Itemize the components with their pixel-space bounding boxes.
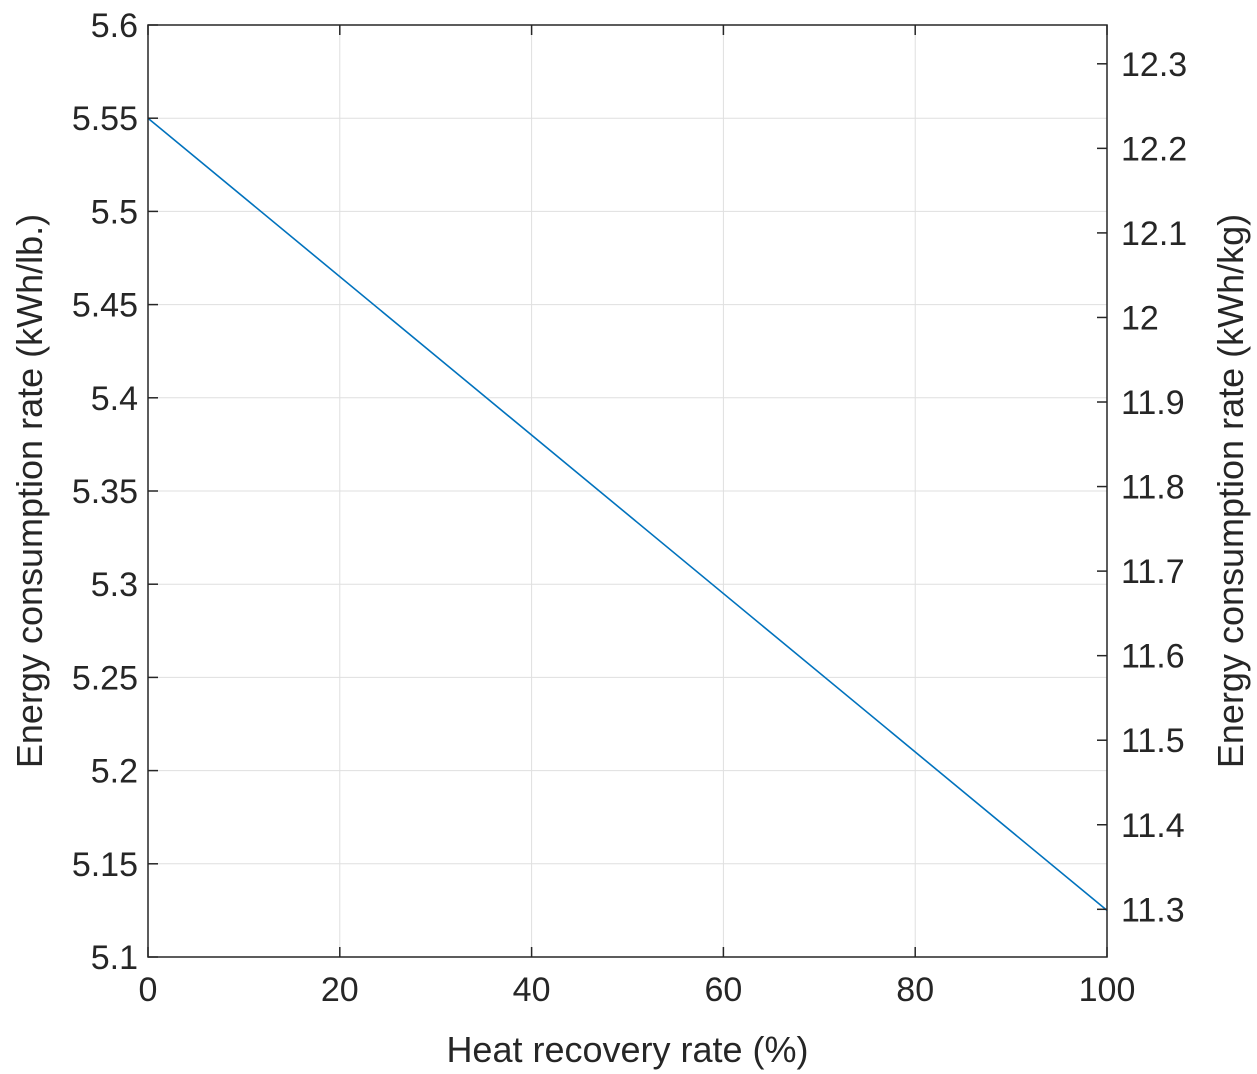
x-tick-label: 20 (321, 971, 359, 1009)
y2-tick-label: 11.6 (1121, 638, 1185, 676)
y-tick-label: 5.45 (72, 287, 138, 325)
y-axis-title-left: Energy consumption rate (kWh/lb.) (9, 214, 50, 768)
series-layer (147, 117, 1108, 912)
y-axis-right: 11.3 11.4 11.5 11.6 11.7 11.8 11.9 12 12.1 12.2 12… (1097, 46, 1187, 929)
y-tick-label: 5.3 (91, 566, 138, 604)
y-tick-label: 5.25 (72, 659, 138, 697)
y-tick-label: 5.15 (72, 846, 138, 884)
y-tick-label: 5.2 (91, 753, 138, 791)
y-axis-left: 5.1 5.15 5.2 5.25 5.3 5.35 5.4 5.45 5.5 5.55 5.6 (72, 7, 158, 977)
y-tick-label: 5.1 (91, 939, 138, 977)
y-tick-label: 5.4 (91, 380, 138, 418)
y2-tick-label: 11.4 (1121, 807, 1185, 845)
x-axis-title: Heat recovery rate (%) (446, 1029, 808, 1070)
series-line (147, 117, 1108, 912)
x-tick-label: 0 (139, 971, 158, 1009)
x-tick-label: 40 (513, 971, 551, 1009)
x-tick-label: 100 (1079, 971, 1136, 1009)
y2-tick-label: 12.1 (1121, 215, 1187, 253)
y2-tick-label: 12.3 (1121, 46, 1187, 84)
y-tick-label: 5.5 (91, 193, 138, 231)
x-tick-label: 60 (704, 971, 742, 1009)
x-axis: 0 20 40 60 80 100 (139, 25, 1136, 1009)
y2-tick-label: 11.9 (1121, 384, 1185, 422)
y2-tick-label: 12 (1121, 299, 1159, 337)
y2-tick-label: 12.2 (1121, 130, 1187, 168)
y2-tick-label: 11.8 (1121, 469, 1185, 507)
y2-tick-label: 11.5 (1121, 722, 1185, 760)
grid-lines (147, 24, 1108, 958)
y-tick-label: 5.55 (72, 100, 138, 138)
y-tick-label: 5.6 (91, 7, 138, 45)
x-tick-label: 80 (896, 971, 934, 1009)
y2-tick-label: 11.3 (1121, 891, 1185, 929)
y-tick-label: 5.35 (72, 473, 138, 511)
y-axis-title-right: Energy consumption rate (kWh/kg) (1210, 214, 1251, 768)
y2-tick-label: 11.7 (1121, 553, 1185, 591)
